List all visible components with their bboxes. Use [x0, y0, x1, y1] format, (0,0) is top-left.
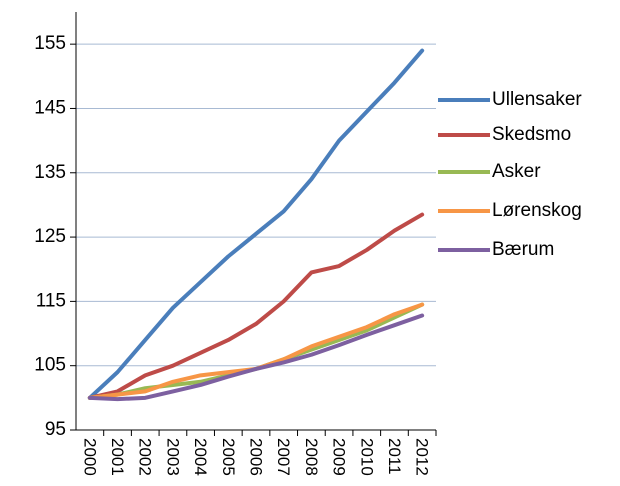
x-tick-label: 2002 — [136, 438, 155, 476]
x-tick-label: 2005 — [219, 438, 238, 476]
x-tick-label: 2003 — [163, 438, 182, 476]
x-tick-label: 2011 — [385, 438, 404, 475]
line-series — [87, 302, 425, 400]
line-series — [87, 302, 425, 400]
legend-label: Ullensaker — [492, 89, 582, 110]
y-tick-label: 155 — [34, 33, 66, 54]
x-tick-label: 2000 — [80, 438, 99, 476]
x-tick-label: 2012 — [413, 438, 432, 476]
y-tick-label: 95 — [45, 419, 66, 440]
line-series — [87, 48, 425, 400]
legend-label: Bærum — [492, 239, 554, 260]
y-tick-label: 125 — [34, 226, 66, 247]
y-tick-label: 105 — [34, 355, 66, 376]
legend-label: Skedsmo — [492, 124, 571, 145]
x-tick-label: 2009 — [330, 438, 349, 476]
y-tick-label: 135 — [34, 162, 66, 183]
x-tick-label: 2008 — [302, 438, 321, 476]
y-tick-label: 145 — [34, 97, 66, 118]
x-tick-label: 2007 — [274, 438, 293, 476]
x-tick-label: 2010 — [357, 438, 376, 476]
line-series — [87, 212, 425, 400]
x-tick-label: 2001 — [108, 438, 127, 476]
x-tick-label: 2006 — [247, 438, 266, 476]
legend-label: Asker — [492, 161, 541, 182]
y-tick-label: 115 — [36, 290, 66, 311]
legend-label: Lørenskog — [492, 200, 582, 221]
line-series — [87, 313, 425, 402]
x-tick-label: 2004 — [191, 438, 210, 476]
